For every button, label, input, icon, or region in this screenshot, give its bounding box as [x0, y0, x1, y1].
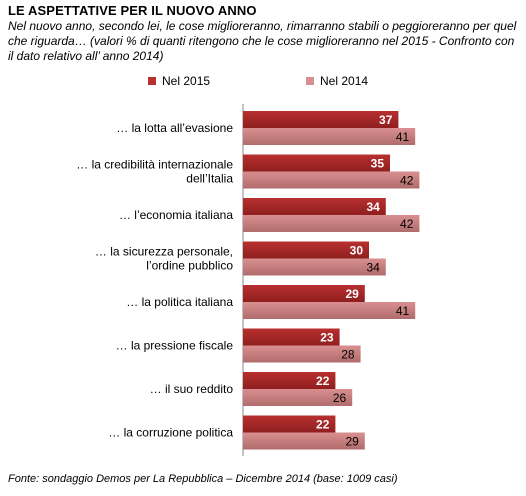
category-label-2: … la credibilità internazionale dell’Ital…: [76, 158, 233, 186]
category-label-8: … la corruzione politica: [108, 426, 233, 440]
bar-nel-2014-5: [243, 302, 416, 319]
data-label-nel-2014-8: 29: [345, 435, 359, 449]
category-label-3: … l’economia italiana: [119, 208, 233, 222]
data-label-nel-2015-5: 29: [345, 287, 359, 301]
category-label-5: … la politica italiana: [126, 295, 233, 309]
bar-nel-2015-1: [243, 111, 399, 128]
bar-nel-2015-4: [243, 241, 369, 259]
data-label-nel-2015-4: 30: [350, 244, 364, 258]
data-label-nel-2014-5: 41: [396, 304, 410, 318]
data-label-nel-2015-1: 37: [379, 113, 393, 127]
bar-nel-2014-2: [243, 171, 420, 189]
bar-nel-2014-7: [243, 389, 353, 406]
source-note: Fonte: sondaggio Demos per La Repubblica…: [8, 473, 398, 485]
bar-nel-2015-5: [243, 285, 365, 302]
bar-nel-2015-7: [243, 372, 336, 389]
legend-swatch-2014: [306, 77, 314, 85]
category-label-6: … la pressione fiscale: [116, 339, 234, 353]
bar-nel-2014-3: [243, 215, 420, 232]
data-label-nel-2014-1: 41: [396, 130, 410, 144]
bar-nel-2014-6: [243, 345, 361, 363]
bar-nel-2015-8: [243, 415, 336, 433]
category-label-1: … la lotta all’evasione: [116, 121, 233, 135]
bar-nel-2014-1: [243, 128, 416, 145]
data-label-nel-2015-8: 22: [316, 418, 330, 432]
data-label-nel-2014-2: 42: [400, 174, 414, 188]
bar-nel-2015-2: [243, 154, 390, 172]
data-label-nel-2014-6: 28: [341, 348, 355, 362]
bar-nel-2015-3: [243, 198, 386, 215]
data-label-nel-2014-3: 42: [400, 217, 414, 231]
data-label-nel-2015-7: 22: [316, 374, 330, 388]
category-label-7: … il suo reddito: [150, 382, 234, 396]
data-label-nel-2014-7: 26: [333, 391, 347, 405]
data-label-nel-2015-6: 23: [320, 331, 334, 345]
data-label-nel-2015-2: 35: [371, 157, 385, 171]
legend: Nel 2015 Nel 2014: [0, 74, 526, 90]
data-label-nel-2015-3: 34: [366, 200, 380, 214]
legend-item-2015: Nel 2015: [148, 74, 210, 88]
bar-nel-2014-8: [243, 432, 365, 450]
data-label-nel-2014-4: 34: [366, 261, 380, 275]
legend-item-2014: Nel 2014: [306, 74, 368, 88]
bar-nel-2015-6: [243, 328, 340, 346]
legend-label-2014: Nel 2014: [320, 74, 369, 88]
legend-swatch-2015: [148, 77, 156, 85]
chart-subtitle: Nel nuovo anno, secondo lei, le cose mig…: [8, 19, 517, 63]
bar-nel-2014-4: [243, 258, 386, 276]
category-label-4: … la sicurezza personale, l’ordine pubbli…: [95, 245, 233, 273]
chart-title: LE ASPETTATIVE PER IL NUOVO ANNO: [8, 3, 257, 18]
legend-label-2015: Nel 2015: [162, 74, 211, 88]
